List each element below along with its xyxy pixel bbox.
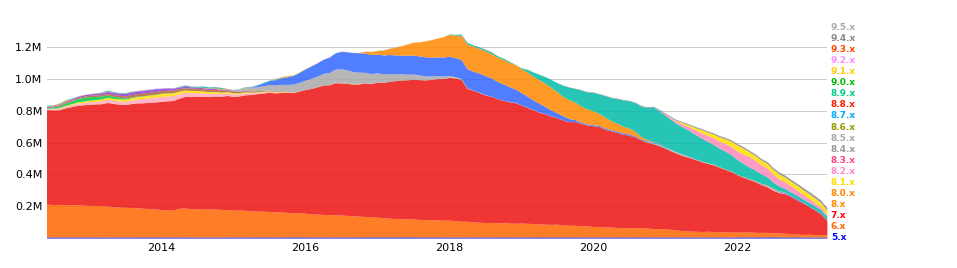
Text: 8.8.x: 8.8.x bbox=[831, 100, 856, 109]
Text: 8.2.x: 8.2.x bbox=[831, 167, 856, 176]
Text: 8.4.x: 8.4.x bbox=[831, 145, 856, 154]
Text: 8.9.x: 8.9.x bbox=[831, 90, 856, 98]
Text: 9.2.x: 9.2.x bbox=[831, 56, 856, 65]
Text: 9.3.x: 9.3.x bbox=[831, 45, 856, 54]
Text: 6.x: 6.x bbox=[831, 222, 846, 231]
Text: 9.4.x: 9.4.x bbox=[831, 34, 857, 43]
Text: 5.x: 5.x bbox=[831, 233, 846, 242]
Text: 9.5.x: 9.5.x bbox=[831, 23, 856, 32]
Text: 9.1.x: 9.1.x bbox=[831, 67, 856, 76]
Text: 8.7.x: 8.7.x bbox=[831, 111, 856, 121]
Text: 8.3.x: 8.3.x bbox=[831, 156, 856, 165]
Text: 9.0.x: 9.0.x bbox=[831, 79, 856, 87]
Text: 8.6.x: 8.6.x bbox=[831, 122, 856, 132]
Text: 8.0.x: 8.0.x bbox=[831, 189, 856, 198]
Text: 8.5.x: 8.5.x bbox=[831, 133, 856, 143]
Text: 8.1.x: 8.1.x bbox=[831, 178, 856, 187]
Text: 7.x: 7.x bbox=[831, 211, 846, 220]
Text: 8.x: 8.x bbox=[831, 200, 846, 209]
